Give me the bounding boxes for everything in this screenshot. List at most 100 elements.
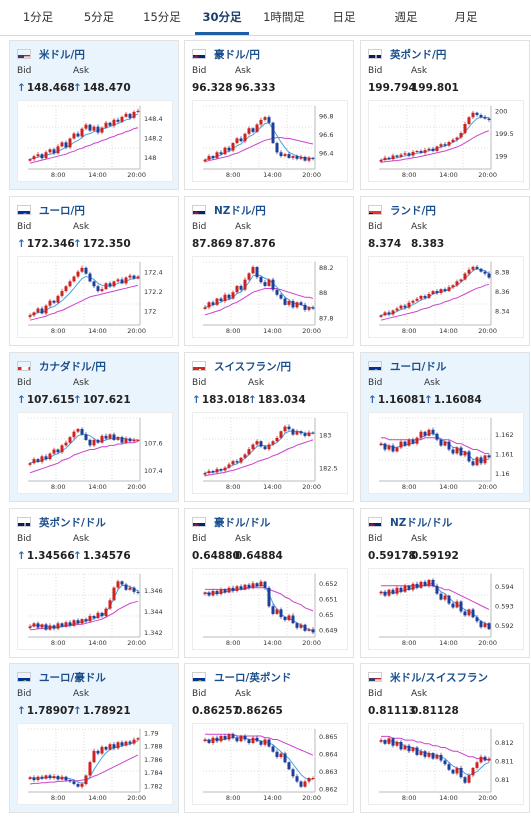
up-arrow-icon: ↑ <box>73 550 82 562</box>
candle-down <box>479 621 483 628</box>
tab-15min[interactable]: 15分足 <box>143 10 181 24</box>
bid-price: ↑107.615 <box>17 394 75 406</box>
candle-up <box>92 750 96 763</box>
chart-area[interactable]: 0.652 0.651 0.65 0.649 8:00 14:00 20:00 <box>192 568 348 650</box>
bid-value: 0.81113 <box>368 705 416 717</box>
tab-1min[interactable]: 1分足 <box>22 10 54 24</box>
chart-area[interactable]: 1.346 1.344 1.342 8:00 14:00 20:00 <box>17 568 173 650</box>
candle-down <box>60 623 64 627</box>
chart-area[interactable]: 183 182.5 8:00 14:00 20:00 <box>192 412 348 494</box>
currency-card[interactable]: ユーロ/ドル Bid Ask ↑1.16081 ↑1.16084 1.162 1.161 1.… <box>360 352 530 502</box>
candle-down <box>223 736 227 740</box>
tab-monthly[interactable]: 月足 <box>454 10 478 24</box>
chart-area[interactable]: 107.6 107.4 8:00 14:00 20:00 <box>17 412 173 494</box>
currency-pair-name[interactable]: ランド/円 <box>390 204 436 217</box>
currency-card[interactable]: 英ポンド/ドル Bid Ask ↑1.34566 ↑1.34576 1.346 1.344 1… <box>9 508 179 658</box>
ask-label: Ask <box>411 66 428 76</box>
bid-label: Bid <box>368 66 383 76</box>
candle-down <box>227 294 231 299</box>
chart-area[interactable]: 172.4 172.2 172 8:00 14:00 20:00 <box>17 256 173 338</box>
currency-card[interactable]: 豪ドル/ドル Bid Ask 0.64880 0.64884 0.652 0.651 0.65… <box>184 508 354 658</box>
currency-pair-name[interactable]: ユーロ/英ポンド <box>214 671 292 684</box>
candle-up <box>299 156 303 159</box>
candle-up <box>112 281 116 287</box>
currency-pair-name[interactable]: ユーロ/円 <box>39 204 85 217</box>
candle-down <box>68 780 72 782</box>
chart-area[interactable]: 1.162 1.161 1.16 8:00 14:00 20:00 <box>368 412 524 494</box>
candle-up <box>80 267 84 272</box>
currency-card[interactable]: 米ドル/スイスフラン Bid Ask 0.81113 0.81128 0.812 0.811… <box>360 663 530 813</box>
currency-card[interactable]: ランド/円 Bid Ask 8.374 8.383 8.38 8.36 8.34 8:00 14:… <box>360 196 530 346</box>
tab-daily[interactable]: 日足 <box>332 10 356 24</box>
currency-pair-name[interactable]: ユーロ/ドル <box>390 360 447 373</box>
chart-area[interactable]: 0.594 0.593 0.592 8:00 14:00 20:00 <box>368 568 524 650</box>
currency-card[interactable]: 豪ドル/円 Bid Ask 96.328 96.333 96.8 96.6 96.4 8:00 1… <box>184 40 354 190</box>
chart-area[interactable]: 88.2 88 87.8 8:00 14:00 20:00 <box>192 256 348 338</box>
chart-area[interactable]: 0.865 0.864 0.863 0.862 8:00 14:00 20:00 <box>192 723 348 805</box>
price-chart: 0.594 0.593 0.592 8:00 14:00 20:00 <box>379 573 514 647</box>
candle-down <box>411 439 415 444</box>
candle-down <box>251 128 255 132</box>
candle-up <box>52 449 56 454</box>
chart-area[interactable]: 148.4 148.2 148 8:00 14:00 20:00 <box>17 100 173 182</box>
moving-average-long <box>204 288 314 316</box>
bid-label: Bid <box>368 378 383 388</box>
currency-card[interactable]: 英ポンド/円 Bid Ask 199.794 199.801 200 199.5 199 8:0… <box>360 40 530 190</box>
tab-30min[interactable]: 30分足 <box>195 0 249 35</box>
currency-pair-name[interactable]: 米ドル/スイスフラン <box>390 671 489 684</box>
currency-card[interactable]: NZドル/ドル Bid Ask 0.59178 0.59192 0.594 0.593 0.5… <box>360 508 530 658</box>
candle-up <box>403 585 407 592</box>
up-arrow-icon: ↑ <box>17 705 26 717</box>
tab-weekly[interactable]: 週足 <box>394 10 418 24</box>
moving-average-long <box>204 137 314 163</box>
currency-pair-name[interactable]: スイスフラン/円 <box>214 360 292 373</box>
tab-1hour[interactable]: 1時間足 <box>263 10 305 24</box>
chart-area[interactable]: 96.8 96.6 96.4 8:00 14:00 20:00 <box>192 100 348 182</box>
candle-down <box>92 616 96 619</box>
flag-icon <box>192 517 206 527</box>
candle-up <box>112 119 116 126</box>
currency-pair-name[interactable]: 豪ドル/円 <box>214 48 260 61</box>
currency-pair-name[interactable]: ユーロ/豪ドル <box>39 671 106 684</box>
currency-card[interactable]: NZドル/円 Bid Ask 87.869 87.876 88.2 88 87.8 8:00 14… <box>184 196 354 346</box>
currency-pair-name[interactable]: NZドル/円 <box>214 204 266 217</box>
currency-pair-name[interactable]: カナダドル/円 <box>39 360 106 373</box>
chart-area[interactable]: 200 199.5 199 8:00 14:00 20:00 <box>368 100 524 182</box>
currency-card[interactable]: ユーロ/英ポンド Bid Ask 0.86257 0.86265 0.865 0.864 0.… <box>184 663 354 813</box>
moving-average-short <box>380 268 490 316</box>
candle-down <box>483 117 487 119</box>
candle-up <box>379 443 383 446</box>
bid-label: Bid <box>17 378 32 388</box>
currency-card[interactable]: ユーロ/豪ドル Bid Ask ↑1.78907 ↑1.78921 1.79 1.788 1.… <box>9 663 179 813</box>
moving-average-short <box>29 740 139 784</box>
tab-5min[interactable]: 5分足 <box>83 10 115 24</box>
chart-area[interactable]: 8.38 8.36 8.34 8:00 14:00 20:00 <box>368 256 524 338</box>
currency-pair-name[interactable]: NZドル/ドル <box>390 516 453 529</box>
currency-pair-name[interactable]: 英ポンド/ドル <box>39 516 106 529</box>
currency-pair-name[interactable]: 米ドル/円 <box>39 48 85 61</box>
candle-up <box>211 590 215 596</box>
candle-down <box>399 741 403 750</box>
candle-up <box>391 310 395 315</box>
candle-up <box>455 601 459 608</box>
candle-down <box>235 461 239 463</box>
candle-up <box>96 612 100 619</box>
currency-card[interactable]: スイスフラン/円 Bid Ask ↑183.018 ↑183.034 183 182.5 8:… <box>184 352 354 502</box>
currency-card[interactable]: 米ドル/円 Bid Ask ↑148.468 ↑148.470 148.4 148.2 148… <box>9 40 179 190</box>
candle-down <box>435 291 439 294</box>
candle-up <box>247 273 251 280</box>
ask-price: 0.81128 <box>411 705 459 717</box>
y-tick-label: 0.592 <box>495 622 514 630</box>
currency-pair-name[interactable]: 豪ドル/ドル <box>214 516 271 529</box>
x-tick-label: 8:00 <box>51 171 66 179</box>
currency-pair-name[interactable]: 英ポンド/円 <box>390 48 447 61</box>
chart-area[interactable]: 0.812 0.811 0.81 8:00 14:00 20:00 <box>368 723 524 805</box>
candle-up <box>383 312 387 316</box>
currency-card[interactable]: ユーロ/円 Bid Ask ↑172.346 ↑172.350 172.4 172.2 172… <box>9 196 179 346</box>
candle-up <box>483 455 487 464</box>
y-tick-label: 1.161 <box>495 450 514 458</box>
chart-area[interactable]: 1.79 1.788 1.786 1.784 1.782 8:00 14:00 20:00 <box>17 723 173 805</box>
candle-up <box>443 441 447 446</box>
currency-card[interactable]: カナダドル/円 Bid Ask ↑107.615 ↑107.621 107.6 107.4 8… <box>9 352 179 502</box>
candle-up <box>207 156 211 160</box>
